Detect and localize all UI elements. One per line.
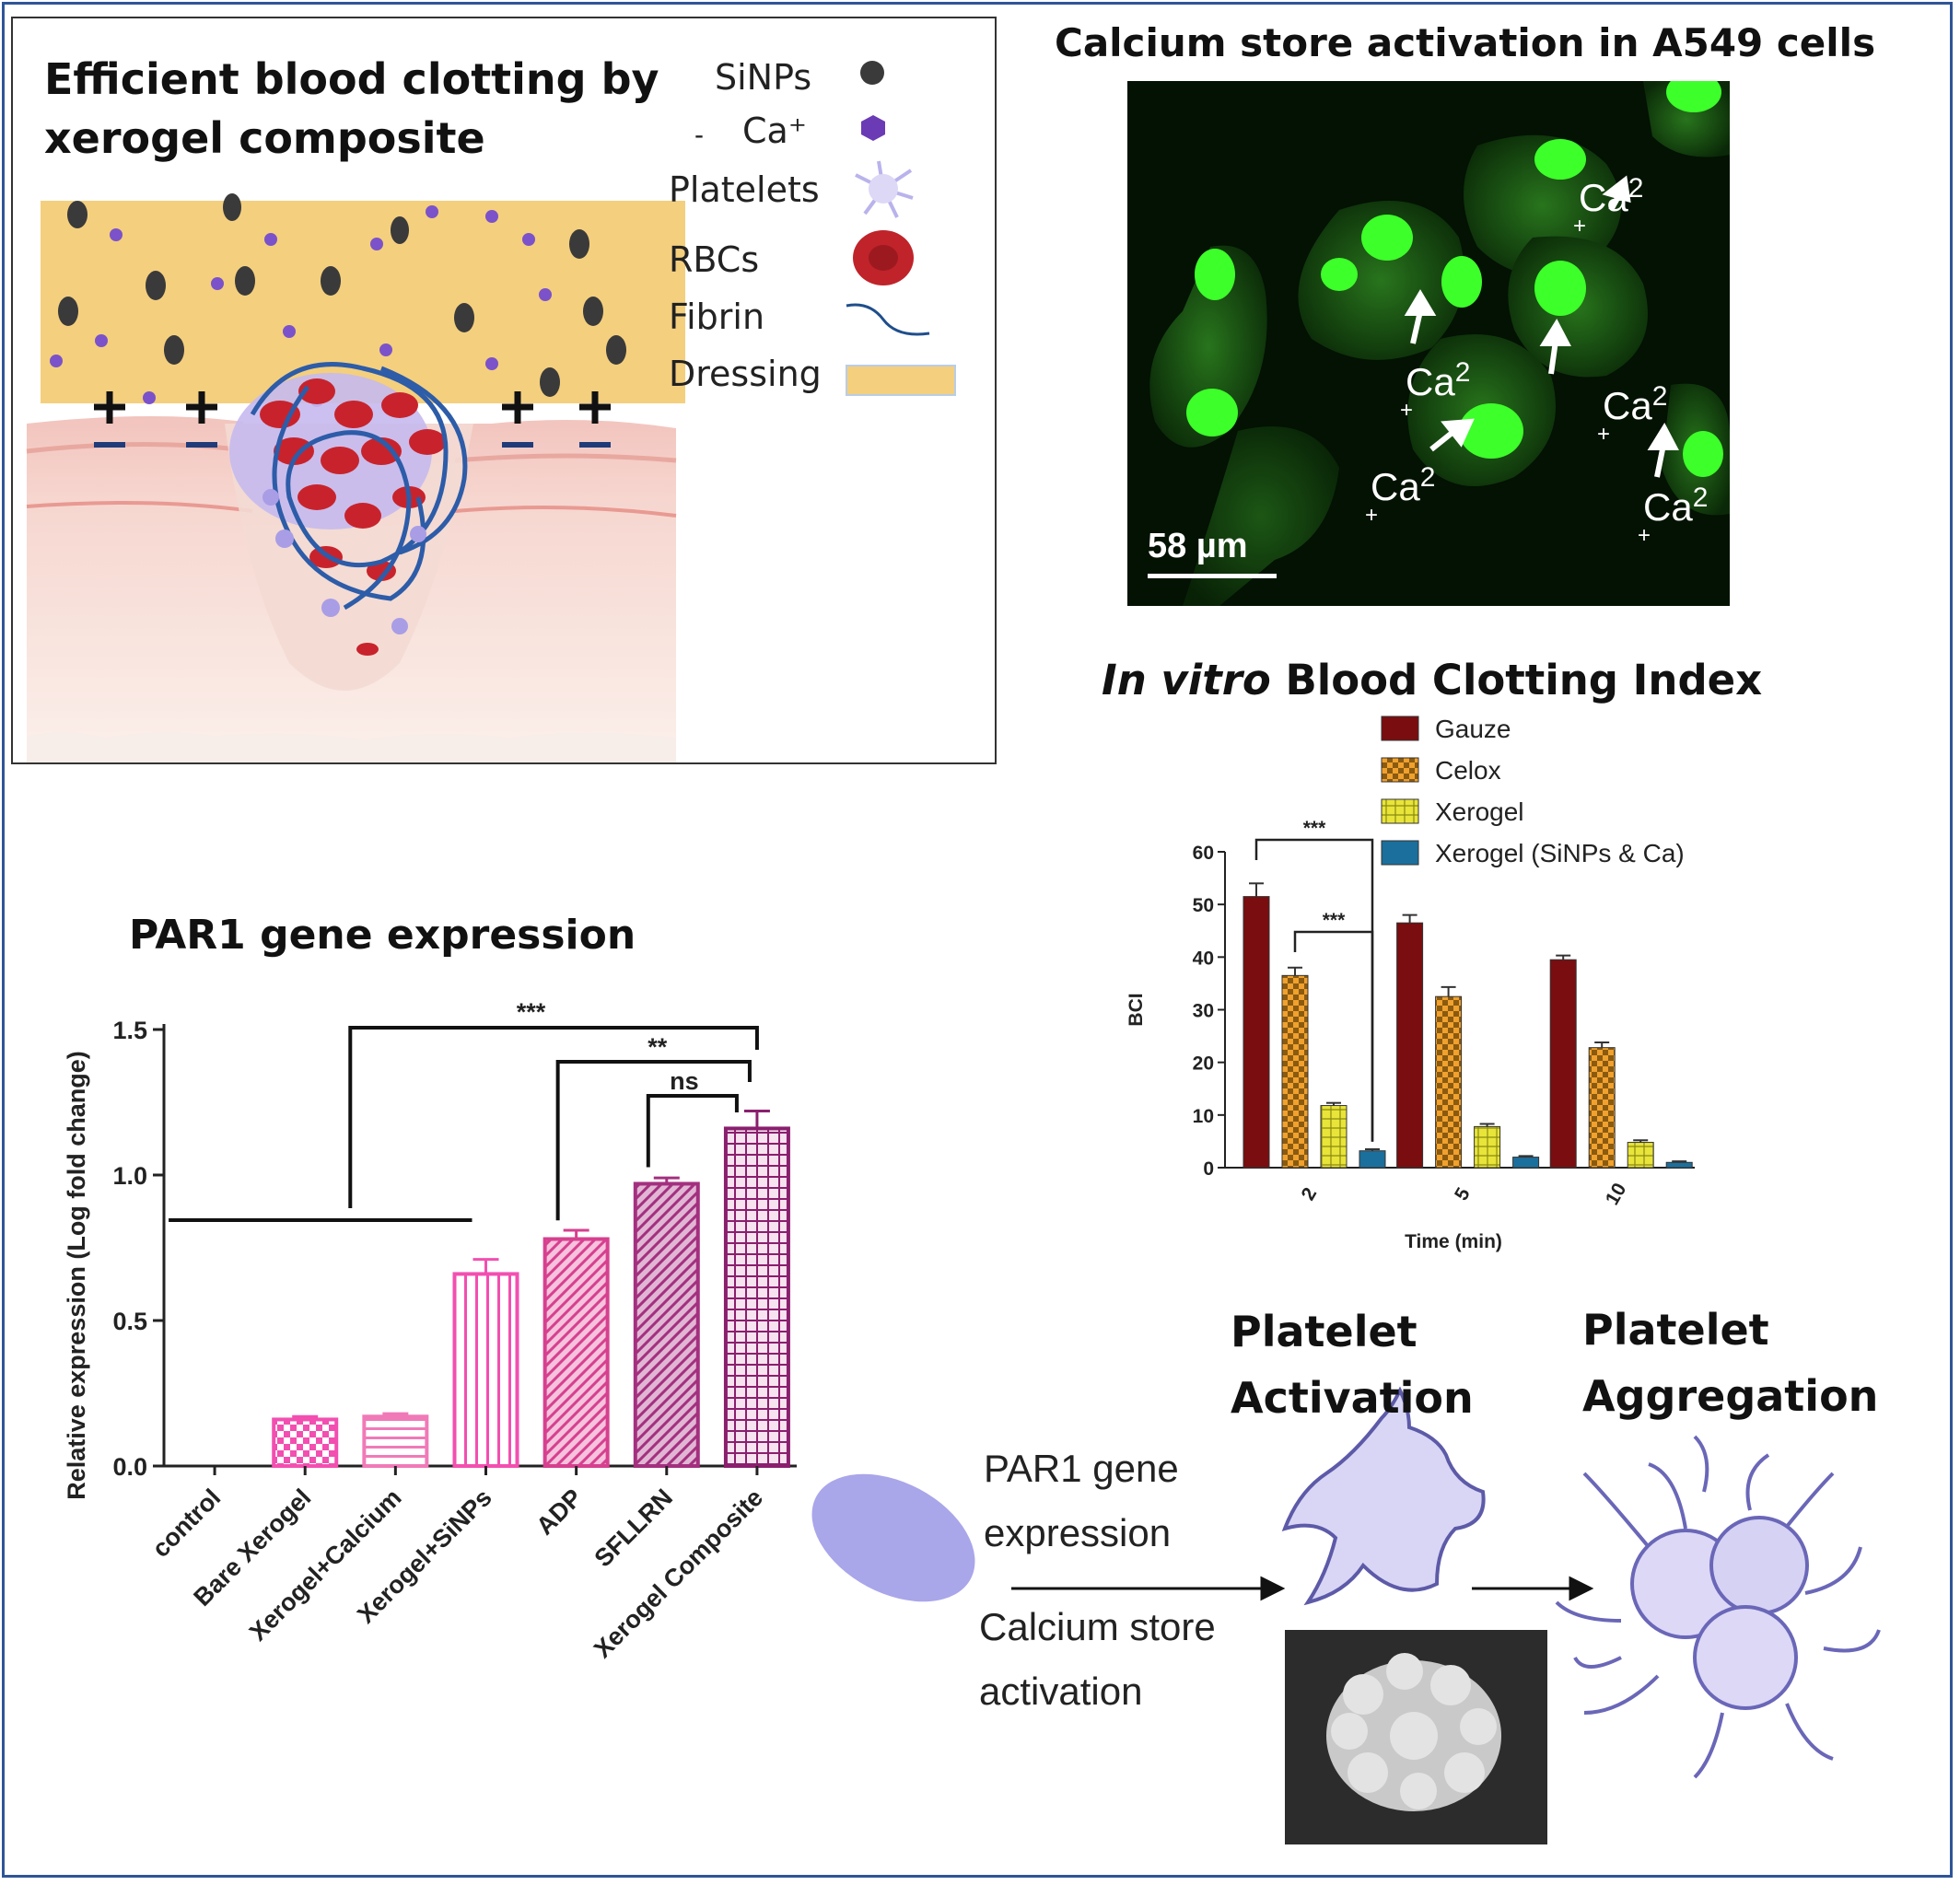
dark-particle-icon (860, 61, 884, 85)
ca-arrows (1404, 175, 1679, 478)
par1-title: PAR1 gene expression (129, 912, 636, 959)
legend-label-platelets: Platelets (669, 169, 820, 210)
label-calcium-line1: Calcium store (979, 1605, 1216, 1648)
ca-label-4: Ca2 + (1365, 462, 1436, 528)
activation-title-line1: Platelet (1231, 1307, 1418, 1356)
ca-label-5: Ca2 + (1638, 483, 1709, 548)
legend-label-sinps: SiNPs (715, 57, 812, 98)
hexagon-icon (861, 115, 885, 141)
ca-label-1: Ca2 + (1573, 173, 1644, 239)
legend-label-fibrin: Fibrin (669, 297, 765, 337)
activation-title-line2: Activation (1231, 1373, 1474, 1423)
schematic-title: Efficient blood clotting by xerogel comp… (44, 50, 659, 168)
rbc-icon (853, 230, 914, 285)
platelet-activation-title: Platelet Activation (1231, 1298, 1474, 1431)
positive-charges (94, 391, 611, 424)
legend-label-rbcs: RBCs (669, 239, 760, 280)
scale-bar (1148, 574, 1277, 578)
aggregation-title-line1: Platelet (1582, 1305, 1769, 1355)
schematic-title-line1: Efficient blood clotting by (44, 54, 659, 104)
cell-image (1149, 81, 1730, 606)
legend-dash: - (694, 120, 704, 150)
bci-title-italic: In vitro (1102, 656, 1271, 704)
legend-label-dressing: Dressing (669, 354, 822, 394)
platelet-icon (855, 160, 914, 218)
ca-label-3: Ca2 + (1597, 381, 1668, 447)
sinp-particles (58, 193, 626, 397)
label-par1-line1: PAR1 gene (984, 1447, 1179, 1490)
schematic-title-line2: xerogel composite (44, 113, 485, 163)
micrograph-title: Calcium store activation in A549 cells (1055, 20, 1876, 65)
dressing-schematic-panel: Efficient blood clotting by xerogel comp… (11, 17, 997, 764)
label-calcium-activation: Calcium store activation (979, 1595, 1216, 1724)
label-par1-expression: PAR1 gene expression (984, 1437, 1179, 1565)
legend-label-calcium: Ca⁺ (742, 111, 807, 151)
label-par1-line2: expression (984, 1511, 1172, 1554)
label-calcium-line2: activation (979, 1670, 1143, 1713)
ca-label-2: Ca2 + (1400, 357, 1471, 423)
wound-illustration (26, 193, 685, 762)
aggregation-title-line2: Aggregation (1582, 1371, 1879, 1421)
bci-title-rest: Blood Clotting Index (1285, 656, 1763, 704)
fibrin-icon (846, 303, 930, 336)
bci-title: In vitro Blood Clotting Index (1102, 656, 1762, 704)
dressing-swatch-icon (846, 365, 956, 396)
calcium-micrograph: Ca2 + Ca2 + Ca2 + Ca2 + Ca2 + 58 µm (1127, 81, 1730, 606)
blood-clot (229, 362, 468, 656)
scale-bar-label: 58 µm (1148, 527, 1248, 565)
platelet-aggregation-title: Platelet Aggregation (1582, 1297, 1878, 1429)
